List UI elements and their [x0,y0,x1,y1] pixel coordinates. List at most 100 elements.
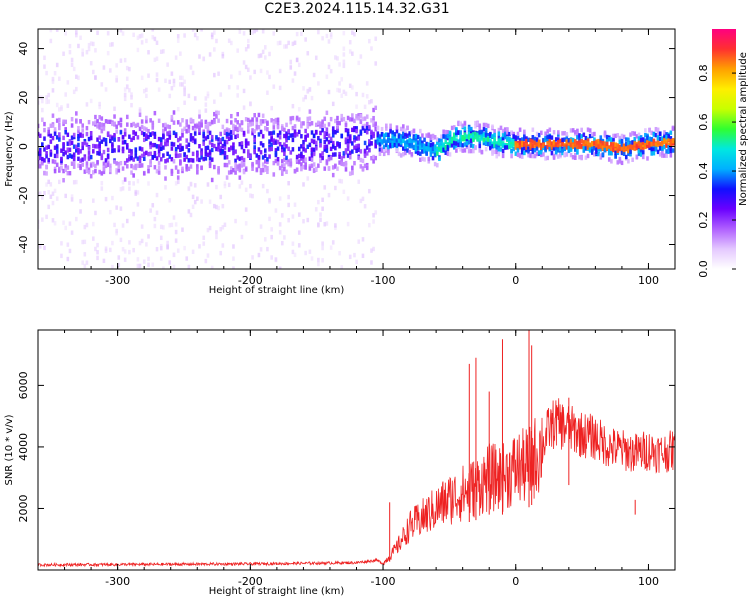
spectrogram-cell [306,176,310,181]
spectrogram-cell [157,87,161,92]
spectrogram-cell [351,51,354,56]
spectrogram-cell [499,147,503,152]
spectrogram-cell [627,137,630,142]
spectrogram-cell [561,131,564,136]
spectrogram-cell [202,141,206,146]
spectrogram-cell [249,193,252,198]
spectrogram-cell [181,118,184,123]
spectrogram-cell [588,148,592,153]
spectrogram-cell [374,121,378,126]
spectrogram-cell [665,132,668,137]
spectrogram-cell [274,117,278,123]
spectrogram-cell [134,164,138,169]
spectrogram-cell [280,159,284,164]
spectrogram-cell [134,154,138,159]
spectrogram-cell [47,204,51,210]
spectrogram-cell [331,133,335,138]
spectrogram-cell [244,143,248,149]
spectrogram-cell [399,153,403,158]
spectrogram-cell [327,39,331,44]
spectrogram-cell [312,162,316,167]
spectrogram-cell [552,139,556,145]
spectrogram-cell [569,142,573,147]
spectrogram-cell [51,159,55,164]
spectrogram-cell [157,118,161,123]
spectrogram-cell [136,202,140,207]
spectrogram-cell [578,137,581,142]
spectrogram-cell [586,153,590,159]
colorbar-tick-label: 0.4 [697,162,710,180]
spectrogram-cell [452,133,456,138]
spectrogram-cell [348,171,352,176]
spectrogram-cell [147,128,150,134]
spectrogram-cell [363,204,367,209]
spectrogram-cell [425,133,428,138]
spectrogram-cell [605,146,609,151]
y-tick-label: 6000 [17,371,30,399]
spectrogram-cell [259,167,263,173]
spectrogram-cell [198,130,201,136]
spectrogram-cell [81,52,84,57]
spectrogram-cell [251,117,254,122]
spectrogram-cell [181,166,184,171]
spectrogram-cell [140,147,144,152]
spectrogram-cell [285,155,288,161]
spectrogram-cell [219,92,223,97]
spectrogram-cell [291,103,295,109]
spectrogram-cell [663,153,666,158]
spectrogram-cell [327,133,331,138]
spectrogram-cell [41,156,44,162]
spectrogram-cell [497,131,501,136]
spectrogram-cell [240,156,244,161]
spectrogram-cell [172,82,176,88]
spectrogram-cell [340,161,344,167]
spectrogram-cell [654,142,658,147]
spectrogram-cell [70,161,74,166]
spectrogram-cell [327,166,331,171]
spectrogram-cell [164,165,167,170]
spectrogram-cell [213,47,216,52]
spectrogram-cell [242,169,246,175]
spectrogram-cell [561,141,564,147]
spectrogram-cell [491,124,494,129]
spectrogram-cell [321,151,324,156]
spectrogram-cell [523,150,526,156]
spectrogram-cell [60,156,63,162]
spectrogram-cell [38,160,40,165]
spectrogram-cell [58,117,61,123]
spectrogram-cell [121,140,125,145]
spectrogram-cell [346,196,350,201]
spectrogram-cell [308,86,312,92]
spectrogram-cell [38,161,42,166]
spectrogram-cell [334,118,337,124]
spectrogram-cell [433,135,437,140]
spectrogram-cell [204,258,208,264]
spectrogram-cell [414,149,418,154]
spectrogram-cell [193,32,197,38]
spectrogram-cell [261,155,265,160]
spectrogram-cell [624,154,628,160]
spectrogram-cell [151,203,155,208]
spectrogram-cell [249,183,252,189]
spectrogram-cell [552,146,556,151]
spectrogram-cell [206,253,210,258]
spectrogram-cell [79,165,82,171]
spectrogram-cell [244,167,248,172]
spectrogram-cell [208,163,212,169]
spectrogram-cell [584,140,588,145]
spectrogram-cell [261,49,265,55]
y-axis-label: SNR (10 * v/v) [4,414,15,485]
spectrogram-cell [123,92,127,98]
spectrogram-cell [255,117,259,122]
spectrogram-cell [355,136,358,141]
spectrogram-cell [43,64,46,69]
spectrogram-cell [89,154,93,160]
spectrogram-cell [308,109,312,114]
spectrogram-cell [77,150,80,155]
spectrogram-cell [327,156,331,162]
spectrogram-cell [128,148,131,154]
spectrogram-cell [75,118,78,123]
spectrogram-cell [147,73,150,78]
spectrogram-cell [387,132,390,138]
spectrogram-cell [359,113,363,119]
